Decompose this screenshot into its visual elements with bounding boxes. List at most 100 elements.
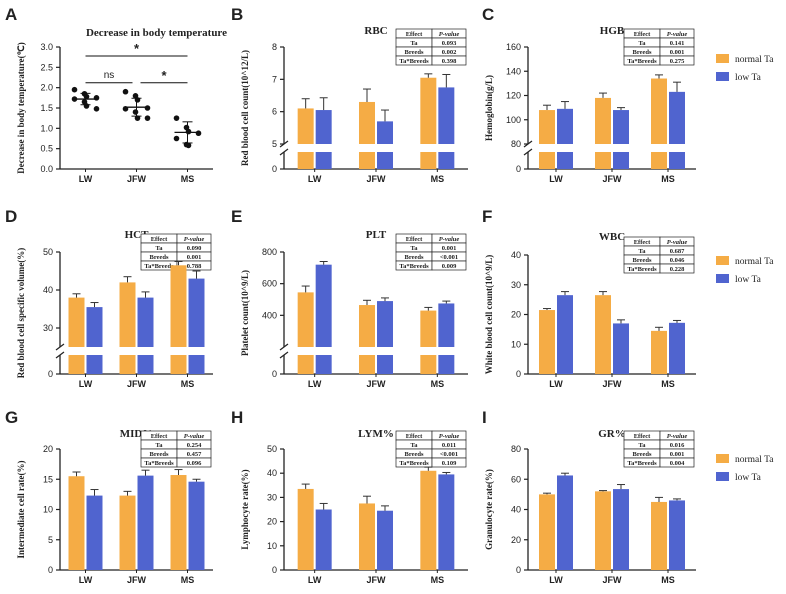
data-point: [122, 88, 129, 95]
bar-lower-segment: [651, 152, 667, 169]
x-tick-label: LW: [79, 174, 93, 184]
x-tick-label: LW: [308, 575, 322, 585]
y-tick-label: 800: [262, 247, 277, 257]
x-tick-label: MS: [661, 174, 675, 184]
bar: [438, 303, 455, 347]
y-tick-label: 100: [506, 115, 521, 125]
table-header-pvalue: P-value: [439, 31, 460, 38]
y-tick-label: 2.0: [40, 83, 53, 93]
x-tick-label: MS: [431, 174, 445, 184]
bar-lower-segment: [377, 152, 393, 169]
y-tick-label: 7: [272, 74, 277, 84]
table-cell: [176, 457, 212, 468]
chart-title: PLT: [366, 229, 387, 241]
legend-swatch-normal: [716, 54, 729, 63]
y-tick-label: 30: [43, 323, 53, 333]
table-effect-name: Ta*Breeds: [627, 58, 657, 65]
y-tick-label: 40: [267, 468, 277, 478]
bar: [359, 305, 375, 347]
table-pvalue: 0.016: [670, 442, 685, 449]
table-header-pvalue: P-value: [184, 236, 205, 243]
table-pvalue: 0.398: [442, 58, 457, 65]
bar: [188, 481, 205, 570]
y-tick-label: 160: [506, 42, 521, 52]
bar: [539, 110, 555, 144]
table-effect-name: Breeds: [149, 254, 168, 261]
table-effect-name: Ta: [639, 248, 647, 255]
y-axis-label: Red blood cell count(10^12/L): [240, 50, 250, 166]
panel-letter: H: [231, 408, 243, 427]
table-effect-name: Breeds: [632, 451, 651, 458]
bar: [170, 265, 187, 347]
table-effect-name: Ta: [639, 40, 647, 47]
y-tick-label: 30: [267, 492, 277, 502]
y-tick-label: 20: [43, 444, 53, 454]
y-axis-label: Intermediate cell rate(%): [16, 461, 26, 559]
table-pvalue: 0.254: [187, 442, 202, 449]
table-header-pvalue: P-value: [184, 433, 205, 440]
bar-lower-segment: [297, 355, 314, 374]
table-header-effect: Effect: [406, 31, 423, 38]
bar: [438, 474, 455, 570]
y-tick-label: 20: [511, 535, 521, 545]
bar: [539, 494, 555, 570]
y-tick-label: 0.5: [40, 144, 53, 154]
table-pvalue: 0.275: [670, 58, 685, 65]
table-pvalue: 0.001: [670, 49, 685, 56]
table-effect-name: Ta: [156, 442, 164, 449]
bar-lower-segment: [68, 355, 85, 374]
bar-lower-segment: [188, 355, 205, 374]
panel-letter: B: [231, 5, 243, 24]
bar: [297, 108, 314, 144]
data-point: [71, 86, 78, 93]
y-tick-label: 0: [516, 565, 521, 575]
x-tick-label: LW: [79, 379, 93, 389]
significance-label: *: [134, 41, 140, 56]
table-effect-name: Ta*Breeds: [144, 263, 174, 270]
bar-lower-segment: [359, 152, 375, 169]
table-effect-name: Ta*Breeds: [627, 460, 657, 467]
bar: [86, 495, 103, 570]
p-value-table: Effect P-value Ta 0.011 Breeds <0.001 Ta*Breed…: [395, 430, 467, 468]
chart-title: GR%: [598, 428, 626, 440]
chart-title: RBC: [364, 25, 387, 37]
bar: [170, 475, 187, 570]
axis-break-mark: [279, 148, 289, 156]
y-tick-label: 30: [511, 280, 521, 290]
table-header-effect: Effect: [151, 433, 168, 440]
table-pvalue: 0.011: [442, 442, 456, 449]
x-tick-label: MS: [661, 379, 675, 389]
bar: [68, 297, 85, 347]
x-tick-label: LW: [549, 575, 563, 585]
table-pvalue: 0.046: [670, 257, 685, 264]
y-tick-label: 6: [272, 107, 277, 117]
x-tick-label: MS: [661, 575, 675, 585]
data-point: [195, 130, 202, 137]
bar-lower-segment: [613, 152, 629, 169]
table-effect-name: Ta*Breeds: [399, 263, 429, 270]
table-effect-name: Breeds: [632, 49, 651, 56]
table-pvalue: <0.001: [440, 254, 458, 261]
data-point: [185, 142, 192, 149]
x-tick-label: LW: [308, 174, 322, 184]
data-point: [144, 105, 151, 111]
table-effect-name: Ta: [156, 245, 164, 252]
bar: [595, 491, 611, 570]
x-tick-label: LW: [549, 174, 563, 184]
bar: [557, 475, 573, 570]
y-tick-label: 40: [43, 285, 53, 295]
panel-letter: I: [482, 408, 487, 427]
y-tick-label: 80: [511, 444, 521, 454]
p-value-table: Effect P-value Ta 0.254 Breeds 0.457 Ta*Breeds…: [140, 430, 212, 468]
data-point: [93, 95, 100, 101]
bar: [137, 475, 154, 570]
table-effect-name: Breeds: [404, 254, 423, 261]
bar: [651, 78, 667, 144]
table-cell: [659, 55, 695, 66]
table-cell: [659, 457, 695, 468]
panel-E: 0 400 600 800 Platelet count(10^9/L) PLT E Effe…: [231, 207, 468, 389]
bar: [669, 322, 685, 374]
x-tick-label: MS: [431, 379, 445, 389]
table-pvalue: 0.093: [442, 40, 457, 47]
